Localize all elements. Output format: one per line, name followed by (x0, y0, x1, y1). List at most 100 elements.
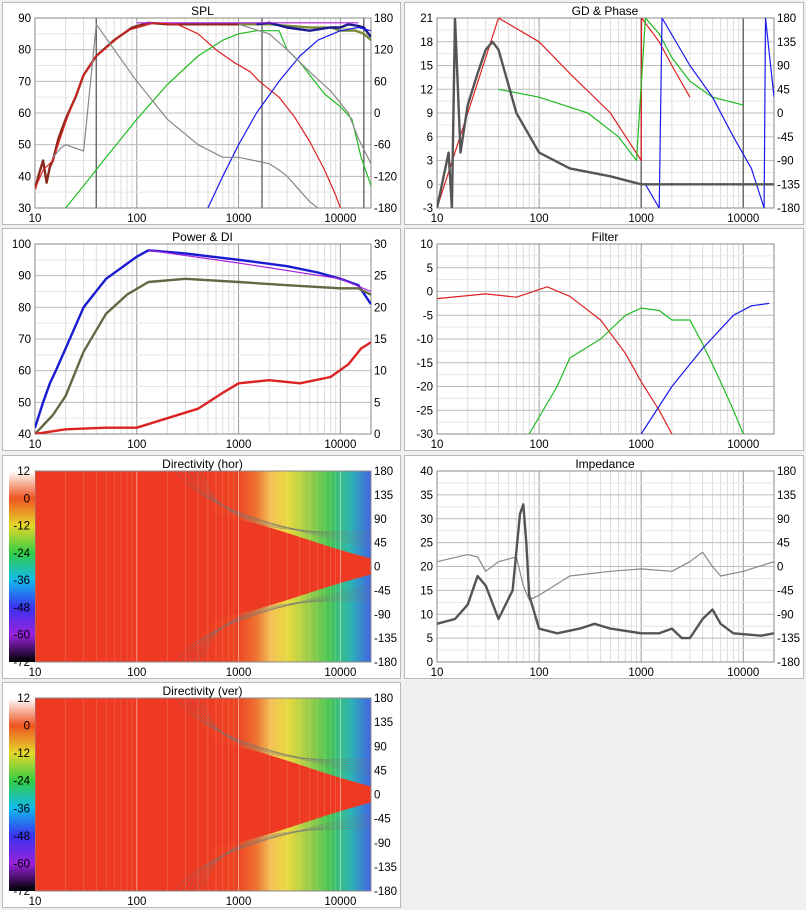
y-tick-label: 5 (427, 633, 433, 645)
series-line (437, 551, 774, 601)
impedance-chart: Impedance 0 5 10 15 20 25 30 35 40 -180 -135 -90 -45 0… (420, 457, 800, 679)
heatmap-field (35, 698, 371, 891)
impedance-panel: Impedance 0 5 10 15 20 25 30 35 40 -180 -135 -90 -45 0… (404, 455, 804, 679)
y2-tick-label: -120 (374, 171, 397, 183)
colorbar-tick-label: -60 (13, 858, 30, 870)
y-tick-label: 50 (18, 397, 31, 409)
colorbar-tick-label: -24 (13, 776, 30, 788)
y2-tick-label: -135 (777, 633, 800, 645)
series-line (52, 23, 319, 208)
x-tick-label: 10000 (727, 213, 759, 225)
colorbar-tick-label: -72 (13, 657, 30, 669)
y-tick-label: 60 (18, 366, 31, 378)
chart-title: Filter (592, 230, 619, 244)
y2-tick-label: 135 (374, 490, 393, 502)
x-tick-label: 10 (29, 667, 42, 679)
contour-line (182, 698, 371, 773)
y2-tick-label: 180 (374, 13, 393, 25)
x-tick-label: 1000 (628, 213, 654, 225)
contour-line (193, 594, 371, 662)
colorbar-tick-label: -36 (13, 575, 30, 587)
filter-panel: Filter -30 -25 -20 -15 -10 -5 0 5 10 10 100 1000 1000… (404, 228, 804, 451)
heatmap-field (35, 471, 371, 662)
y2-tick-label: 180 (777, 13, 796, 25)
heatmap-upper-lobe (162, 698, 371, 787)
series-line (437, 18, 691, 208)
colorbar-tick-label: -36 (13, 803, 30, 815)
y2-tick-label: -45 (777, 132, 794, 144)
x-tick-label: 1000 (226, 439, 252, 451)
x-tick-label: 1000 (226, 896, 252, 908)
y2-tick-label: 20 (374, 302, 387, 314)
series-line (644, 18, 774, 208)
x-tick-label: 10 (431, 667, 444, 679)
colorbar (9, 698, 35, 891)
y-tick-label: 40 (18, 171, 31, 183)
y2-tick-label: 90 (374, 514, 387, 526)
y-tick-label: -30 (416, 429, 433, 441)
series-group (437, 503, 774, 640)
series-line (35, 249, 371, 429)
directivity-ver-panel: Directivity (ver) -72 -60 -48 -36 -24 -12 0 12 -1… (2, 682, 401, 908)
plot-frame (436, 17, 775, 209)
x-tick-label: 10000 (324, 667, 356, 679)
x-tick-label: 100 (127, 667, 146, 679)
directivity-hor-panel: Directivity (hor) -72 -60 -48 -36 -24 -12 0 12 -1… (2, 455, 401, 679)
y2-tick-label: -45 (374, 585, 391, 597)
colorbar-tick-label: 12 (17, 466, 30, 478)
series-line (256, 21, 371, 38)
x-tick-label: 10000 (324, 896, 356, 908)
colorbar-tick-label: 12 (17, 693, 30, 705)
y-tick-label: -10 (416, 334, 433, 346)
series-line (238, 23, 371, 42)
y-tick-label: 25 (420, 538, 433, 550)
gd-phase-chart: GD & Phase -3 0 3 6 9 12 15 18 21 -180 -135 -90 -45 0 4… (420, 4, 800, 225)
y2-tick-label: -90 (374, 609, 391, 621)
y-tick-label: -20 (416, 382, 433, 394)
y-tick-label: 3 (427, 156, 433, 168)
contour-line (182, 471, 371, 545)
colorbar-tick-label: 0 (24, 493, 30, 505)
series-line (65, 30, 371, 208)
y2-tick-label: 45 (374, 765, 387, 777)
y2-tick-label: -90 (374, 838, 391, 850)
y2-tick-label: 10 (374, 366, 387, 378)
y-tick-label: 12 (420, 84, 433, 96)
y-tick-label: 70 (18, 334, 31, 346)
series-line (207, 26, 371, 208)
x-tick-label: 100 (127, 896, 146, 908)
y2-tick-label: 135 (777, 37, 796, 49)
y-tick-label: -5 (423, 310, 433, 322)
y2-tick-label: -135 (374, 633, 397, 645)
colorbar-tick-label: -12 (13, 748, 30, 760)
chart-title: GD & Phase (572, 4, 639, 18)
y2-tick-label: 0 (374, 108, 380, 120)
y-tick-label: 80 (18, 45, 31, 57)
contour-line (193, 471, 371, 539)
y2-tick-label: 90 (777, 61, 790, 73)
contour-line (197, 471, 371, 535)
x-tick-label: 100 (529, 213, 548, 225)
directivity-ver-chart: Directivity (ver) -72 -60 -48 -36 -24 -12 0 12 -1… (9, 684, 397, 908)
y2-tick-label: 0 (374, 562, 380, 574)
y2-tick-label: 25 (374, 271, 387, 283)
heatmap-lower-lobe (162, 574, 371, 662)
series-line (35, 341, 371, 434)
x-tick-label: 100 (127, 213, 146, 225)
spl-panel: SPL 30 40 50 60 70 80 90 -180 -120 -60 0 60 120 180 10 1… (2, 2, 401, 225)
y-tick-label: 0 (427, 657, 433, 669)
series-group (35, 249, 371, 434)
y2-tick-label: 135 (777, 490, 796, 502)
y-tick-label: 10 (420, 239, 433, 251)
y2-tick-label: 45 (777, 84, 790, 96)
x-tick-label: 10 (29, 439, 42, 451)
y2-tick-label: -45 (374, 814, 391, 826)
y-tick-label: 90 (18, 271, 31, 283)
contour-line (182, 816, 371, 891)
contour-line (197, 598, 371, 662)
contour-line (182, 588, 371, 662)
series-line (35, 22, 341, 208)
y2-tick-label: -45 (777, 585, 794, 597)
y-tick-label: 21 (420, 13, 433, 25)
